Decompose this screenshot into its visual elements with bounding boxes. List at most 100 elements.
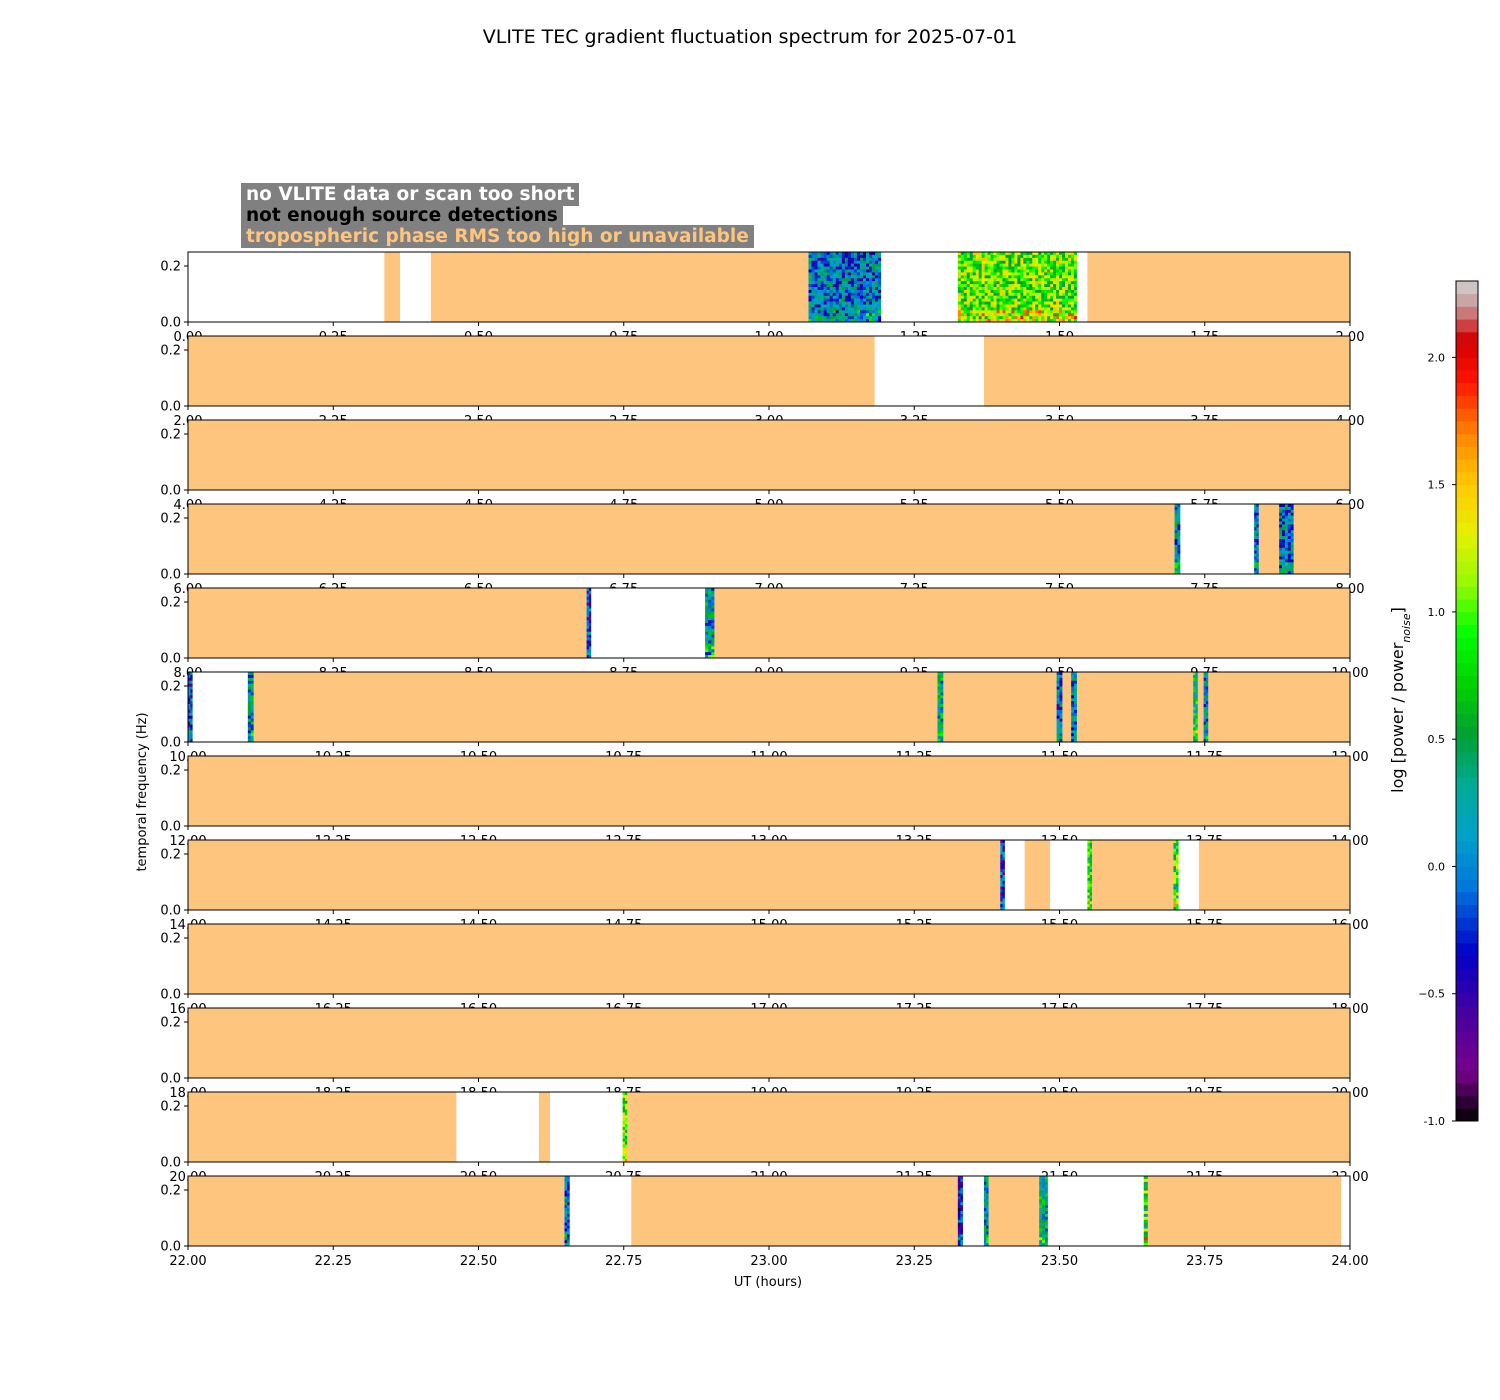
tropo-segment [188,840,1001,910]
colorbar-frame [1455,280,1479,1122]
colorbar-step [1456,955,1478,969]
colorbar-step [1456,891,1478,906]
panel-8: 0.20.016.0016.2516.5016.7517.0017.2517.5… [160,923,1369,1017]
no-data-segment [1004,840,1025,910]
colorbar-step [1456,586,1478,600]
no-data-segment [881,252,958,322]
tropo-segment [253,672,938,742]
colorbar-step [1456,446,1478,460]
y-tick-label: 0.0 [160,1156,181,1171]
colorbar-step [1456,293,1478,307]
no-data-segment [1050,840,1088,910]
colorbar-step [1456,993,1478,1007]
y-tick-label: 0.0 [160,652,181,667]
spectrum-block [1071,672,1078,743]
tropo-segment [627,1092,1350,1162]
spectrum-block [1203,672,1209,743]
colorbar-tick-label: 0.5 [1428,733,1446,746]
y-tick-label: 0.0 [160,484,181,499]
colorbar-step [1456,930,1478,944]
colorbar-step [1456,675,1478,689]
colorbar-label: log [power / powernoise] [1388,607,1413,793]
no-data-segment [549,1092,623,1162]
colorbar-step [1456,739,1478,753]
panel-9: 0.20.018.0018.2518.5018.7519.0019.2519.5… [160,1007,1369,1101]
y-tick-label: 0.0 [160,1240,181,1255]
colorbar-step [1456,510,1478,524]
x-tick-label: 22.75 [605,1254,642,1269]
panel-4: 0.20.08.008.258.508.759.009.259.509.7510… [160,587,1369,681]
tropo-segment [188,588,587,658]
colorbar-step [1456,942,1478,956]
tropo-segment [988,1176,1040,1246]
colorbar-step [1456,751,1478,766]
x-tick-label: 22.50 [460,1254,497,1269]
tropo-segment [188,504,1175,574]
colorbar-tick-label: 1.5 [1428,479,1446,492]
y-tick-label: 0.0 [160,736,181,751]
colorbar-step [1456,573,1478,587]
no-data-segment [1076,252,1088,322]
y-tick-label: 0.0 [160,904,181,919]
colorbar-step [1456,484,1478,498]
colorbar-step [1456,497,1478,511]
tropo-segment [631,1176,958,1246]
colorbar-step [1456,981,1478,995]
no-data-segment [874,336,984,406]
colorbar-step [1456,866,1478,880]
y-tick-label: 0.2 [160,260,181,275]
tropo-segment [188,1176,565,1246]
colorbar-step [1456,370,1478,384]
no-data-segment [569,1176,632,1246]
colorbar-step [1456,777,1478,791]
panel-11: 0.2 0.022.00 22.25 22.50 22.75 23.00 23.25 23.5… [160,1175,1369,1269]
spectrum-block [957,1176,964,1247]
spectrum-block [1087,840,1093,911]
y-axis-label: temporal frequency (Hz) [135,712,150,871]
colorbar-step [1456,535,1478,549]
chart-title: VLITE TEC gradient fluctuation spectrum … [483,26,1017,48]
spectrum-block [937,672,944,743]
no-data-segment [188,252,385,322]
x-tick-label: 23.25 [896,1254,933,1269]
colorbar-step [1456,1006,1478,1020]
y-tick-label: 0.2 [160,932,181,947]
colorbar-step [1456,548,1478,562]
colorbar-step [1456,802,1478,816]
y-tick-label: 0.0 [160,316,181,331]
x-tick-label: 24.00 [1331,1254,1368,1269]
colorbar-step [1456,726,1478,740]
colorbar-step [1456,395,1478,409]
colorbar-step [1456,853,1478,867]
colorbar-step [1456,319,1478,333]
tropo-segment [1062,672,1072,742]
y-tick-label: 0.2 [160,1100,181,1115]
x-tick-label: 23.00 [750,1254,787,1269]
spectrum-block [1193,672,1199,743]
tropo-segment [1258,504,1280,574]
tropo-segment [1198,840,1350,910]
y-tick-label: 0.2 [160,1184,181,1199]
spectrum-block [564,1176,571,1247]
no-data-segment [591,588,706,658]
spectrum-block [1173,840,1179,911]
panel-1: 0.20.02.002.252.502.753.003.253.503.754.… [160,335,1364,429]
colorbar-step [1456,281,1478,295]
spectrum-block [983,1176,989,1247]
colorbar-step [1456,1019,1478,1033]
no-data-segment [400,252,431,322]
x-axis-label: UT (hours) [734,1275,802,1290]
x-tick-label: 23.50 [1041,1254,1078,1269]
colorbar-step [1456,879,1478,893]
colorbar-step [1456,1095,1478,1109]
colorbar-step [1456,471,1478,486]
y-tick-label: 0.0 [160,988,181,1003]
tropo-segment [430,252,809,322]
colorbar-step [1456,624,1478,638]
spectrum-block [586,588,592,659]
tropo-segment [943,672,1057,742]
x-tick-label: 23.75 [1186,1254,1223,1269]
y-tick-label: 0.2 [160,512,181,527]
spectrum-block [1056,672,1063,743]
panel-6: 0.20.012.0012.2512.5012.7513.0013.2513.5… [160,755,1369,849]
